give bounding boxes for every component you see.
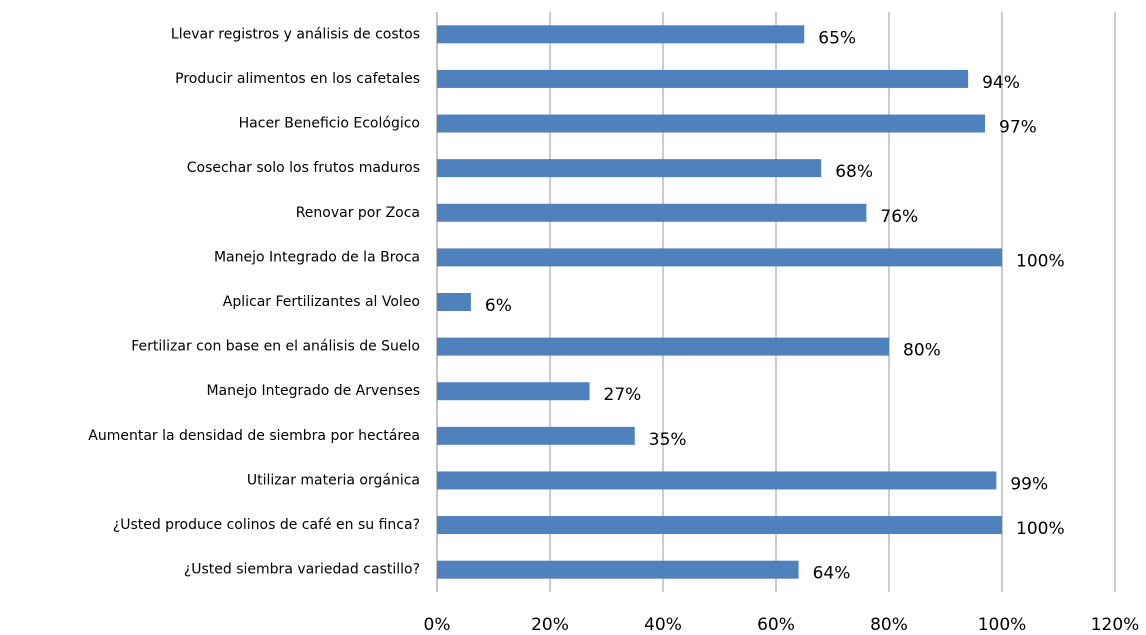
bar <box>437 25 805 44</box>
value-label: 68% <box>835 162 873 182</box>
y-tick-label: Manejo Integrado de la Broca <box>214 249 420 265</box>
x-tick-label: 20% <box>531 615 569 635</box>
value-label: 100% <box>1016 251 1065 271</box>
y-tick-label: Utilizar materia orgánica <box>247 472 420 488</box>
bar <box>437 516 1002 535</box>
y-tick-label: ¿Usted siembra variedad castillo? <box>184 562 420 578</box>
y-tick-label: Producir alimentos en los cafetales <box>175 71 420 87</box>
value-label: 94% <box>982 73 1020 93</box>
bar <box>437 382 590 401</box>
y-tick-label: Cosechar solo los frutos maduros <box>187 160 420 176</box>
value-label: 35% <box>649 430 687 450</box>
value-label: 100% <box>1016 519 1065 539</box>
value-label: 27% <box>604 385 642 405</box>
value-label: 65% <box>818 28 856 48</box>
bar <box>437 337 889 356</box>
y-tick-label: Aplicar Fertilizantes al Voleo <box>223 294 420 310</box>
bar <box>437 203 867 222</box>
y-tick-label: Aumentar la densidad de siembra por hect… <box>88 428 420 444</box>
x-tick-label: 60% <box>757 615 795 635</box>
value-label: 6% <box>485 296 512 316</box>
x-tick-label: 100% <box>978 615 1027 635</box>
bar <box>437 426 635 445</box>
bar <box>437 471 997 490</box>
y-tick-label: Renovar por Zoca <box>296 205 420 221</box>
value-label: 99% <box>1010 474 1048 494</box>
value-label: 64% <box>813 564 851 584</box>
value-label: 76% <box>880 207 918 227</box>
bar <box>437 159 822 178</box>
x-tick-label: 0% <box>424 615 451 635</box>
y-tick-label: Manejo Integrado de Arvenses <box>206 383 420 399</box>
y-tick-label: Fertilizar con base en el análisis de Su… <box>131 339 420 355</box>
bar <box>437 114 986 133</box>
value-label: 80% <box>903 341 941 361</box>
bar <box>437 69 969 88</box>
y-tick-label: Hacer Beneficio Ecológico <box>239 116 420 132</box>
bar <box>437 560 799 579</box>
y-tick-label: ¿Usted produce colinos de café en su fin… <box>113 517 420 533</box>
bar <box>437 293 471 311</box>
x-tick-label: 80% <box>870 615 908 635</box>
bar <box>437 248 1002 267</box>
x-tick-label: 120% <box>1091 615 1140 635</box>
y-tick-label: Llevar registros y análisis de costos <box>171 26 420 42</box>
value-label: 97% <box>999 118 1037 138</box>
x-tick-label: 40% <box>644 615 682 635</box>
